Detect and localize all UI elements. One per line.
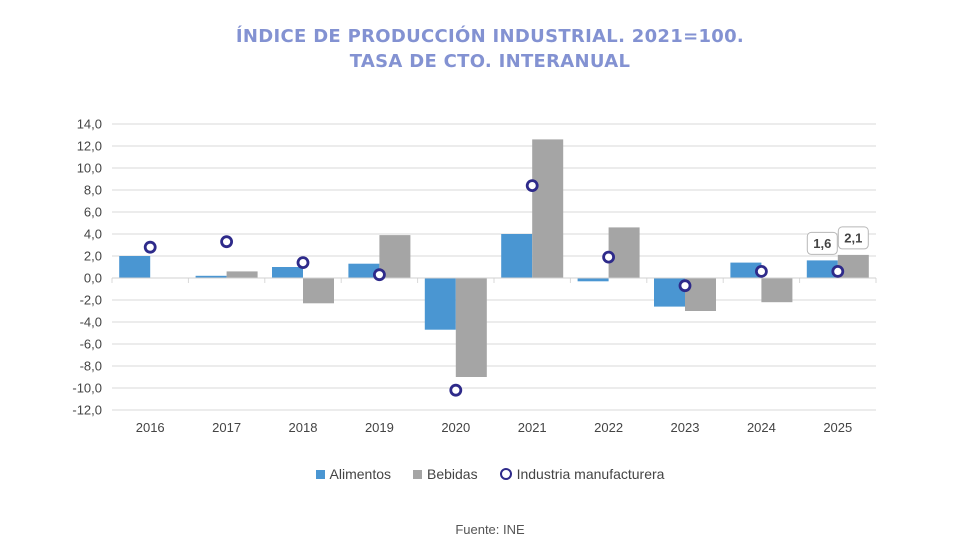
y-tick-label: 6,0 <box>84 205 102 220</box>
x-tick-label: 2021 <box>518 420 547 435</box>
x-tick-label: 2018 <box>289 420 318 435</box>
x-tick-label: 2025 <box>823 420 852 435</box>
bar-alimentos <box>806 260 838 278</box>
marker-industria-manufacturera <box>678 279 692 293</box>
x-tick-label: 2019 <box>365 420 394 435</box>
chart-title-line-1: ÍNDICE DE PRODUCCIÓN INDUSTRIAL. 2021=10… <box>235 26 745 47</box>
legend-item-bebidas: Bebidas <box>413 466 478 482</box>
y-tick-label: 0,0 <box>84 271 102 286</box>
marker-industria-manufacturera <box>220 235 234 249</box>
source-note: Fuente: INE <box>455 522 525 537</box>
y-tick-label: 14,0 <box>77 117 102 132</box>
legend-label-industria: Industria manufacturera <box>516 466 665 482</box>
y-tick-label: -6,0 <box>80 337 102 352</box>
bar-alimentos <box>424 278 456 330</box>
bar-alimentos <box>501 234 533 278</box>
y-tick-label: 12,0 <box>77 139 102 154</box>
bar-bebidas <box>608 227 640 278</box>
legend-label-alimentos: Alimentos <box>329 466 391 482</box>
legend-marker-industria <box>499 468 512 480</box>
x-tick-label: 2022 <box>594 420 623 435</box>
marker-industria-manufacturera <box>602 250 615 264</box>
y-tick-label: 2,0 <box>84 249 102 264</box>
bar-alimentos <box>577 278 609 282</box>
x-tick-label: 2020 <box>441 420 470 435</box>
chart-title: ÍNDICE DE PRODUCCIÓN INDUSTRIAL. 2021=10… <box>0 24 980 74</box>
marker-industria-manufacturera <box>143 240 157 254</box>
data-label: 2,1 <box>844 230 862 245</box>
y-tick-label: 10,0 <box>77 161 102 176</box>
y-tick-label: -10,0 <box>72 381 102 396</box>
bar-bebidas <box>379 235 411 278</box>
marker-industria-manufacturera <box>296 256 310 270</box>
y-tick-label: 4,0 <box>84 227 102 242</box>
legend-swatch-alimentos <box>315 469 325 479</box>
chart-title-line-2: TASA DE CTO. INTERANUAL <box>349 51 631 72</box>
marker-industria-manufacturera <box>372 268 386 282</box>
bar-bebidas <box>532 139 564 278</box>
bar-bebidas <box>837 254 869 278</box>
legend-swatch-bebidas <box>413 469 422 479</box>
y-tick-label: -8,0 <box>80 359 102 374</box>
bar-alimentos <box>272 267 303 278</box>
y-tick-label: -12,0 <box>72 403 102 418</box>
bar-alimentos <box>730 262 762 278</box>
legend-label-bebidas: Bebidas <box>427 466 478 482</box>
marker-industria-manufacturera <box>525 179 539 193</box>
x-tick-label: 2016 <box>136 420 165 435</box>
y-tick-label: -2,0 <box>80 293 102 308</box>
marker-industria-manufacturera <box>831 264 845 278</box>
bar-bebidas <box>455 278 487 377</box>
bar-bebidas <box>303 278 334 304</box>
bar-alimentos <box>348 263 380 278</box>
bar-alimentos <box>119 256 151 278</box>
x-tick-label: 2024 <box>747 420 776 435</box>
bar-alimentos <box>195 275 227 278</box>
bar-bebidas <box>226 271 258 278</box>
marker-industria-manufacturera <box>449 383 463 397</box>
y-tick-label: 8,0 <box>84 183 102 198</box>
legend-item-industria: Industria manufacturera <box>499 466 665 482</box>
bar-bebidas <box>761 278 793 303</box>
y-tick-label: -4,0 <box>80 315 102 330</box>
data-label-box <box>806 231 838 255</box>
chart-legend: Alimentos Bebidas Industria manufacturer… <box>0 466 980 482</box>
x-tick-label: 2017 <box>212 420 241 435</box>
data-label-box <box>837 226 869 250</box>
marker-industria-manufacturera <box>755 264 768 278</box>
data-label: 1,6 <box>813 236 831 251</box>
x-tick-label: 2023 <box>671 420 700 435</box>
legend-item-alimentos: Alimentos <box>315 466 391 482</box>
